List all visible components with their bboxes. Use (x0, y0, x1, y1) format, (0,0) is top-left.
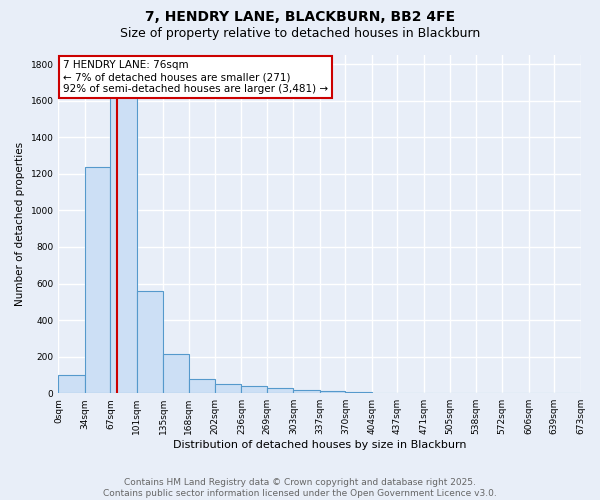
Bar (293, 390, 320, 393)
Bar (346, 392, 372, 393)
Bar (137, 291, 163, 393)
Text: 7 HENDRY LANE: 76sqm
← 7% of detached houses are smaller (271)
92% of semi-detac: 7 HENDRY LANE: 76sqm ← 7% of detached ho… (63, 60, 328, 94)
Bar (372, 392, 397, 393)
Bar (110, 97, 137, 393)
Bar (320, 392, 346, 393)
Text: 7, HENDRY LANE, BLACKBURN, BB2 4FE: 7, HENDRY LANE, BLACKBURN, BB2 4FE (145, 10, 455, 24)
Bar (163, 354, 189, 393)
Y-axis label: Number of detached properties: Number of detached properties (15, 142, 25, 306)
Text: Size of property relative to detached houses in Blackburn: Size of property relative to detached ho… (120, 28, 480, 40)
Bar (241, 386, 267, 393)
X-axis label: Distribution of detached houses by size in Blackburn: Distribution of detached houses by size … (173, 440, 466, 450)
Text: Contains HM Land Registry data © Crown copyright and database right 2025.
Contai: Contains HM Land Registry data © Crown c… (103, 478, 497, 498)
Bar (85, 166, 110, 393)
Bar (189, 380, 215, 393)
Bar (267, 388, 293, 393)
Bar (215, 384, 241, 393)
Bar (58, 375, 85, 393)
